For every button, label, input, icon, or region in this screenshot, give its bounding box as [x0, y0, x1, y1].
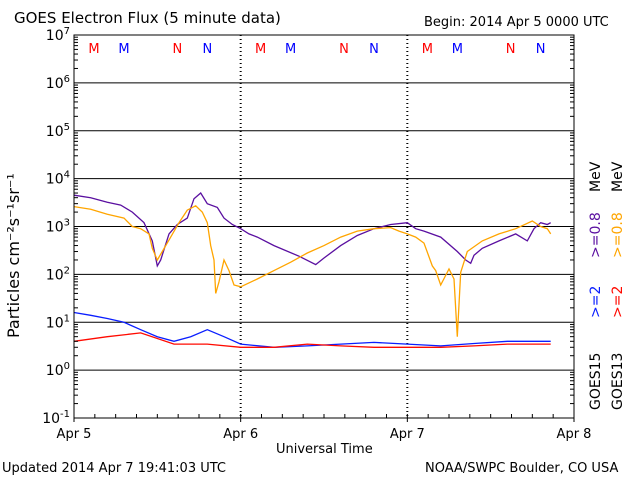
y-tick-label: 100: [46, 361, 70, 379]
updated-time: Updated 2014 Apr 7 19:41:03 UTC: [2, 461, 226, 476]
series-line-red: [73, 332, 551, 348]
series-line-purple: [73, 192, 552, 268]
y-tick-label: 105: [46, 122, 70, 140]
orbit-marker: N: [536, 42, 546, 57]
series-line-orange: [73, 205, 552, 337]
chart-title: GOES Electron Flux (5 minute data): [14, 9, 281, 27]
orbit-marker: N: [369, 42, 379, 57]
x-tick-label: Apr 8: [557, 427, 592, 442]
x-axis-label: Universal Time: [276, 442, 373, 457]
legend-mev-1: MeV: [588, 161, 604, 192]
x-tick-label: Apr 7: [390, 427, 425, 442]
orbit-marker: N: [339, 42, 349, 57]
legend-mev-2: MeV: [610, 161, 626, 192]
x-tick-label: Apr 5: [57, 427, 92, 442]
y-tick-label: 102: [46, 265, 70, 283]
orbit-marker: M: [88, 42, 99, 57]
axis-layer: 10-1 100 101 102 103 104 105 106 107 Apr 5 Apr 6 Ap…: [42, 26, 591, 442]
y-tick-label: 103: [46, 218, 70, 236]
legend-ge2-red: >=2: [610, 285, 626, 318]
orbit-marker: M: [255, 42, 266, 57]
legend-ge08-orange: >=0.8: [610, 212, 626, 258]
plot-grid: [74, 35, 574, 418]
series-line-blue: [73, 311, 551, 348]
y-tick-label: 106: [46, 74, 70, 92]
orbit-marker: N: [202, 42, 212, 57]
legend-ge08-purple: >=0.8: [588, 212, 604, 258]
orbit-marker: M: [422, 42, 433, 57]
y-tick-label: 104: [46, 170, 70, 188]
orbit-marker: M: [452, 42, 463, 57]
x-tick-label: Apr 6: [223, 427, 258, 442]
orbit-marker: M: [285, 42, 296, 57]
orbit-marker: N: [506, 42, 516, 57]
orbit-marker: N: [172, 42, 182, 57]
noaa-credit: NOAA/SWPC Boulder, CO USA: [425, 461, 619, 476]
y-tick-label: 10-1: [42, 409, 70, 427]
y-axis-label: Particles cm⁻²s⁻¹sr⁻¹: [4, 173, 23, 338]
orbit-marker: M: [118, 42, 129, 57]
legend-ge2-blue: >=2: [588, 285, 604, 318]
begin-time: Begin: 2014 Apr 5 0000 UTC: [424, 15, 609, 30]
legend-goes15: GOES15: [588, 352, 604, 410]
legend-goes13: GOES13: [610, 352, 626, 410]
y-tick-label: 107: [46, 26, 70, 44]
plot-frame: [73, 34, 575, 419]
series-layer: [73, 192, 552, 348]
y-tick-label: 101: [46, 313, 70, 331]
